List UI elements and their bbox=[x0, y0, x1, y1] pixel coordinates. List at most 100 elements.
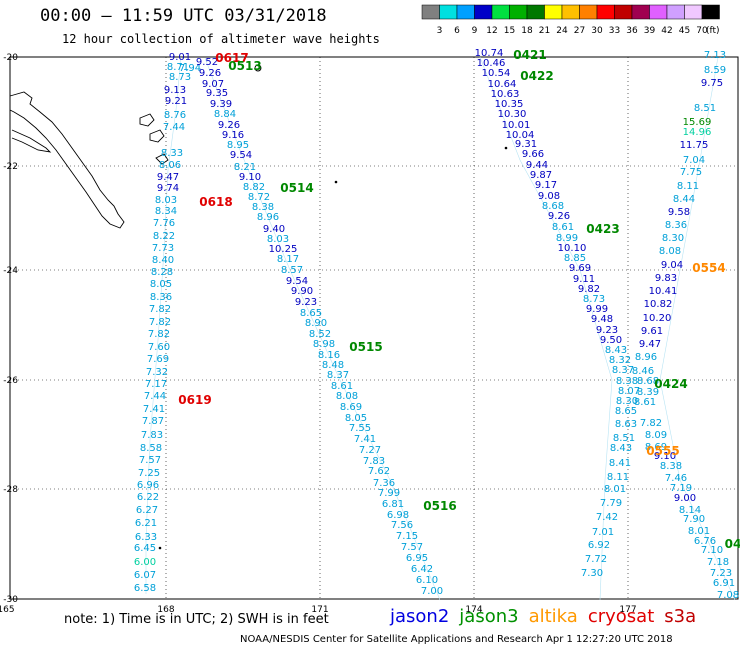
wave-height-value: 6.92 bbox=[588, 540, 610, 551]
wave-height-value: 6.96 bbox=[137, 480, 159, 491]
colorbar-label: 18 bbox=[521, 26, 533, 36]
colorbar-label: 45 bbox=[679, 26, 690, 36]
wave-height-value: 8.05 bbox=[150, 279, 172, 290]
pass-time-label: 0618 bbox=[199, 195, 232, 209]
wave-height-value: 9.66 bbox=[522, 149, 544, 160]
wave-height-value: 8.95 bbox=[227, 140, 249, 151]
wave-height-value: 9.58 bbox=[668, 207, 690, 218]
longitude-tick-label: 174 bbox=[465, 605, 482, 615]
wave-height-value: 9.61 bbox=[641, 326, 663, 337]
coastline bbox=[9, 91, 125, 229]
wave-height-value: 8.52 bbox=[309, 329, 331, 340]
wave-height-value: 7.79 bbox=[600, 498, 622, 509]
wave-height-value: 9.99 bbox=[586, 304, 608, 315]
wave-height-value: 7.69 bbox=[147, 354, 169, 365]
wave-height-value: 10.10 bbox=[558, 243, 587, 254]
wave-height-value: 7.08 bbox=[717, 590, 739, 601]
wave-height-value: 7.44 bbox=[163, 122, 185, 133]
page-title: 00:00 – 11:59 UTC 03/31/2018 bbox=[40, 6, 327, 26]
wave-height-value: 8.11 bbox=[607, 472, 629, 483]
wave-height-value: 8.03 bbox=[155, 195, 177, 206]
wave-height-value: 9.50 bbox=[600, 335, 622, 346]
pass-time-label: 0516 bbox=[423, 499, 456, 513]
wave-height-value: 6.22 bbox=[137, 492, 159, 503]
wave-height-value: 9.23 bbox=[596, 325, 618, 336]
wave-height-value: 6.00 bbox=[134, 557, 156, 568]
latitude-tick-label: -20 bbox=[3, 53, 18, 63]
wave-height-value: 10.64 bbox=[488, 79, 517, 90]
wave-height-value: 7.36 bbox=[373, 478, 395, 489]
ground-track-line bbox=[659, 56, 736, 601]
colorbar-label: 27 bbox=[574, 26, 585, 36]
wave-height-value: 7.56 bbox=[391, 520, 413, 531]
wave-height-value: 8.34 bbox=[155, 206, 177, 217]
island-outline bbox=[158, 546, 162, 550]
wave-height-value: 9.21 bbox=[165, 96, 187, 107]
colorbar-label: 3 bbox=[437, 26, 443, 36]
wave-height-value: 7.18 bbox=[707, 557, 729, 568]
wave-height-value: 6.33 bbox=[135, 532, 157, 543]
pass-time-label: 0421 bbox=[513, 48, 546, 62]
wave-height-value: 7.55 bbox=[349, 423, 371, 434]
legend-s3a: s3a bbox=[664, 606, 697, 627]
legend-cryosat: cryosat bbox=[587, 606, 655, 627]
wave-height-value: 9.26 bbox=[199, 68, 221, 79]
wave-height-value: 7.30 bbox=[581, 568, 603, 579]
wave-height-value: 8.16 bbox=[318, 350, 340, 361]
wave-height-value: 6.45 bbox=[134, 543, 156, 554]
wave-height-value: 7.72 bbox=[585, 554, 607, 565]
ground-track-line bbox=[479, 56, 613, 601]
wave-height-value: 6.98 bbox=[387, 510, 409, 521]
colorbar-label: 33 bbox=[609, 26, 620, 36]
wave-height-value: 7.19 bbox=[670, 483, 692, 494]
wave-height-value: 9.48 bbox=[591, 314, 613, 325]
longitude-tick-label: 177 bbox=[619, 605, 636, 615]
wave-height-value: 15.69 bbox=[683, 117, 712, 128]
wave-height-value: 8.08 bbox=[336, 391, 358, 402]
legend-altika: altika bbox=[528, 606, 578, 627]
wave-height-value: 8.51 bbox=[613, 433, 635, 444]
colorbar-bin: 70 bbox=[684, 4, 708, 36]
wave-height-value: 8.85 bbox=[564, 253, 586, 264]
colorbar-label: 36 bbox=[626, 26, 638, 36]
satellite-legend: jason2 jason3 altika cryosat s3a bbox=[390, 606, 706, 627]
pass-time-label: 0422 bbox=[520, 69, 553, 83]
wave-height-value: 7.82 bbox=[149, 317, 171, 328]
wave-height-value: 7.82 bbox=[640, 418, 662, 429]
wave-height-value: 9.83 bbox=[655, 273, 677, 284]
wave-height-value: 8.09 bbox=[645, 430, 667, 441]
wave-height-value: 7.82 bbox=[148, 329, 170, 340]
wave-height-value: 9.13 bbox=[164, 85, 186, 96]
colorbar-label: 39 bbox=[644, 26, 656, 36]
colorbar-bin: 33 bbox=[596, 4, 620, 36]
wave-height-value: 7.17 bbox=[145, 379, 167, 390]
wave-height-value: 8.39 bbox=[637, 387, 659, 398]
track-c: 10.7410.4610.5410.6410.6310.3510.3010.01… bbox=[475, 48, 640, 601]
colorbar-label: 24 bbox=[556, 26, 568, 36]
ground-track-line bbox=[145, 56, 182, 594]
wave-height-value: 8.08 bbox=[659, 246, 681, 257]
wave-height-value: 8.40 bbox=[152, 255, 174, 266]
wave-height-value: 10.54 bbox=[482, 68, 511, 79]
wave-height-value: 8.46 bbox=[632, 366, 654, 377]
wave-height-value: 8.48 bbox=[322, 360, 344, 371]
wave-height-value: 8.03 bbox=[267, 234, 289, 245]
colorbar-bin: 21 bbox=[526, 4, 550, 36]
wave-height-value: 8.68 bbox=[542, 201, 564, 212]
page-subtitle: 12 hour collection of altimeter wave hei… bbox=[62, 32, 380, 46]
wave-height-value: 8.72 bbox=[248, 192, 270, 203]
wave-height-value: 9.47 bbox=[639, 339, 661, 350]
wave-height-value: 6.42 bbox=[411, 564, 433, 575]
wave-height-value: 8.98 bbox=[313, 339, 335, 350]
wave-height-value: 8.84 bbox=[214, 109, 236, 120]
wave-height-value: 9.11 bbox=[573, 274, 595, 285]
wave-height-value: 6.27 bbox=[136, 505, 158, 516]
wave-height-value: 6.95 bbox=[406, 553, 428, 564]
wave-height-value: 9.40 bbox=[263, 224, 285, 235]
wave-height-value: 8.07 bbox=[618, 386, 640, 397]
wave-height-value: 8.17 bbox=[277, 254, 299, 265]
wave-height-value: 7.42 bbox=[596, 512, 618, 523]
wave-height-value: 7.94 bbox=[179, 63, 201, 74]
wave-height-value: 8.32 bbox=[609, 355, 631, 366]
